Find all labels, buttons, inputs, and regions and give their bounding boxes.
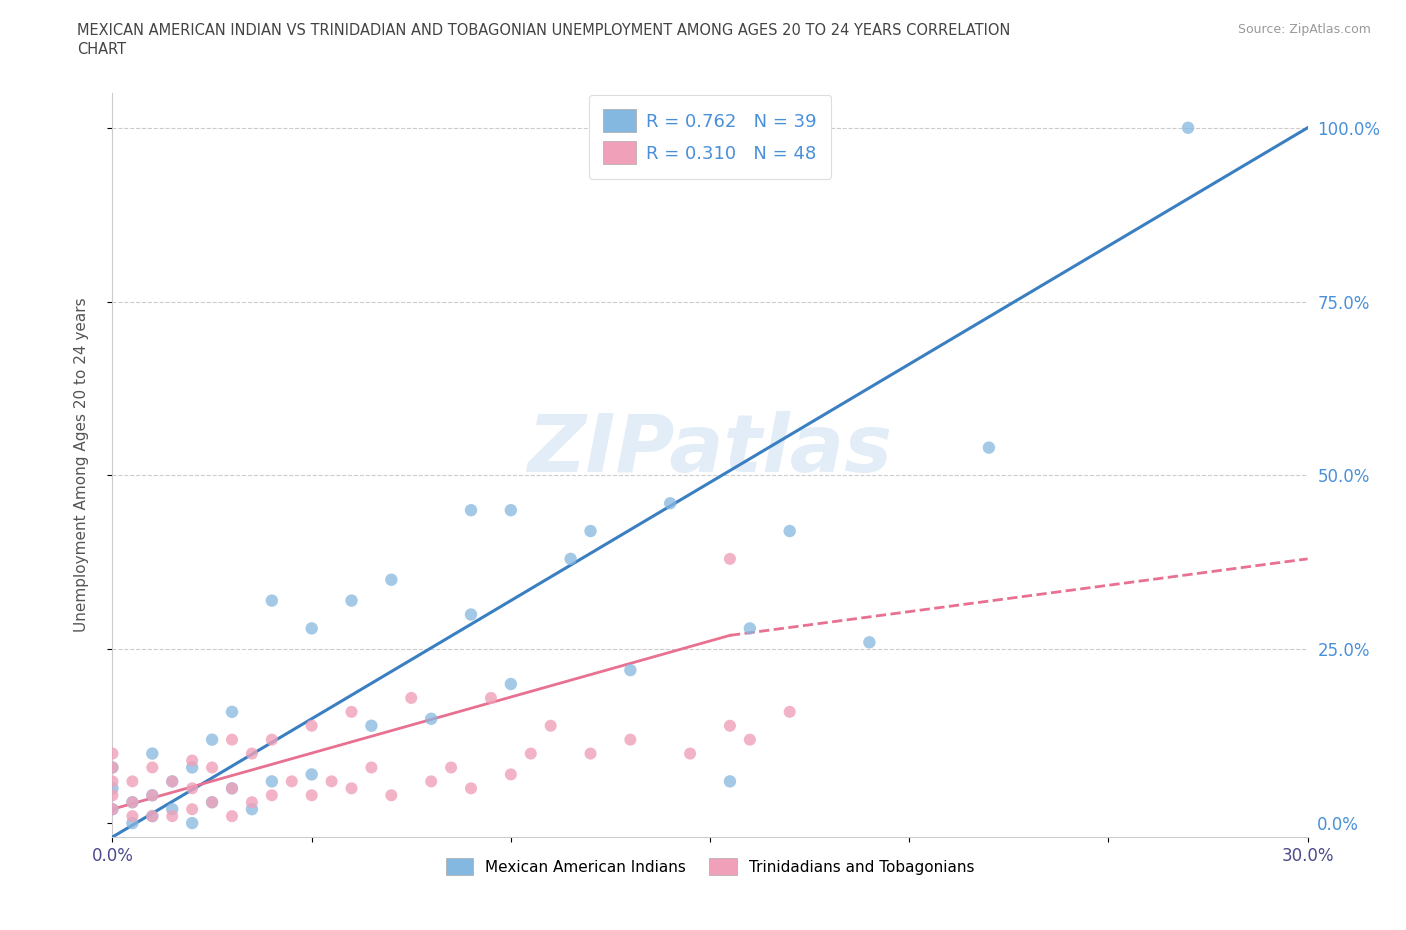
Point	[181, 781, 204, 796]
Point	[221, 732, 243, 747]
Point	[201, 795, 224, 810]
Point	[301, 767, 323, 782]
Point	[301, 621, 323, 636]
Point	[141, 746, 163, 761]
Point	[420, 774, 443, 789]
Point	[121, 795, 143, 810]
Point	[499, 677, 522, 692]
Point	[560, 551, 582, 566]
Point	[121, 774, 143, 789]
Point	[141, 760, 163, 775]
Point	[281, 774, 304, 789]
Point	[460, 503, 482, 518]
Point	[380, 572, 402, 587]
Point	[101, 802, 124, 817]
Point	[260, 774, 283, 789]
Text: ZIPatlas: ZIPatlas	[527, 411, 893, 489]
Point	[260, 788, 283, 803]
Point	[162, 774, 183, 789]
Point	[360, 760, 382, 775]
Point	[221, 809, 243, 824]
Point	[380, 788, 402, 803]
Point	[718, 718, 741, 733]
Point	[221, 781, 243, 796]
Point	[101, 746, 124, 761]
Y-axis label: Unemployment Among Ages 20 to 24 years: Unemployment Among Ages 20 to 24 years	[75, 298, 89, 632]
Point	[201, 732, 224, 747]
Point	[858, 635, 880, 650]
Point	[101, 788, 124, 803]
Point	[779, 524, 801, 538]
Point	[240, 795, 263, 810]
Point	[420, 711, 443, 726]
Point	[340, 781, 363, 796]
Point	[221, 704, 243, 719]
Point	[440, 760, 463, 775]
Point	[221, 781, 243, 796]
Point	[181, 802, 204, 817]
Point	[101, 760, 124, 775]
Point	[340, 593, 363, 608]
Point	[718, 774, 741, 789]
Point	[260, 732, 283, 747]
Point	[240, 802, 263, 817]
Point	[141, 809, 163, 824]
Text: MEXICAN AMERICAN INDIAN VS TRINIDADIAN AND TOBAGONIAN UNEMPLOYMENT AMONG AGES 20: MEXICAN AMERICAN INDIAN VS TRINIDADIAN A…	[77, 23, 1011, 38]
Point	[101, 802, 124, 817]
Point	[301, 718, 323, 733]
Point	[181, 753, 204, 768]
Point	[141, 809, 163, 824]
Point	[520, 746, 543, 761]
Point	[460, 781, 482, 796]
Point	[101, 774, 124, 789]
Point	[579, 524, 602, 538]
Point	[779, 704, 801, 719]
Point	[401, 690, 423, 705]
Point	[619, 732, 641, 747]
Point	[460, 607, 482, 622]
Point	[360, 718, 382, 733]
Point	[201, 760, 224, 775]
Point	[718, 551, 741, 566]
Point	[162, 802, 183, 817]
Point	[101, 760, 124, 775]
Point	[321, 774, 343, 789]
Point	[181, 760, 204, 775]
Point	[679, 746, 702, 761]
Point	[540, 718, 562, 733]
Point	[1177, 120, 1199, 135]
Point	[240, 746, 263, 761]
Text: CHART: CHART	[77, 42, 127, 57]
Point	[479, 690, 502, 705]
Point	[738, 621, 761, 636]
Point	[977, 440, 1000, 455]
Point	[499, 503, 522, 518]
Point	[162, 774, 183, 789]
Point	[499, 767, 522, 782]
Point	[141, 788, 163, 803]
Point	[162, 809, 183, 824]
Point	[201, 795, 224, 810]
Point	[659, 496, 682, 511]
Legend: Mexican American Indians, Trinidadians and Tobagonians: Mexican American Indians, Trinidadians a…	[440, 852, 980, 882]
Point	[619, 663, 641, 678]
Point	[340, 704, 363, 719]
Point	[738, 732, 761, 747]
Point	[121, 795, 143, 810]
Point	[301, 788, 323, 803]
Point	[121, 809, 143, 824]
Text: Source: ZipAtlas.com: Source: ZipAtlas.com	[1237, 23, 1371, 36]
Point	[181, 816, 204, 830]
Point	[260, 593, 283, 608]
Point	[101, 781, 124, 796]
Point	[579, 746, 602, 761]
Point	[121, 816, 143, 830]
Point	[141, 788, 163, 803]
